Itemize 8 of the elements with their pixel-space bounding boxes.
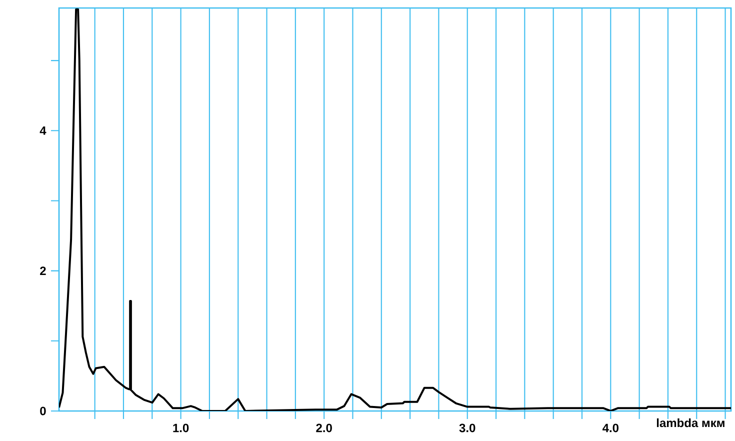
x-tick-label: 2.0 [316,424,332,432]
y-tick-label: 2 [40,266,46,276]
y-tick-label: 4 [40,126,46,135]
x-tick-label: 4.0 [602,424,619,432]
x-axis-title: lambda мкм [656,418,724,428]
x-tick-label: 1.0 [173,424,189,432]
y-tick-label: 0 [40,406,46,416]
x-tick-label: 3.0 [459,424,476,432]
